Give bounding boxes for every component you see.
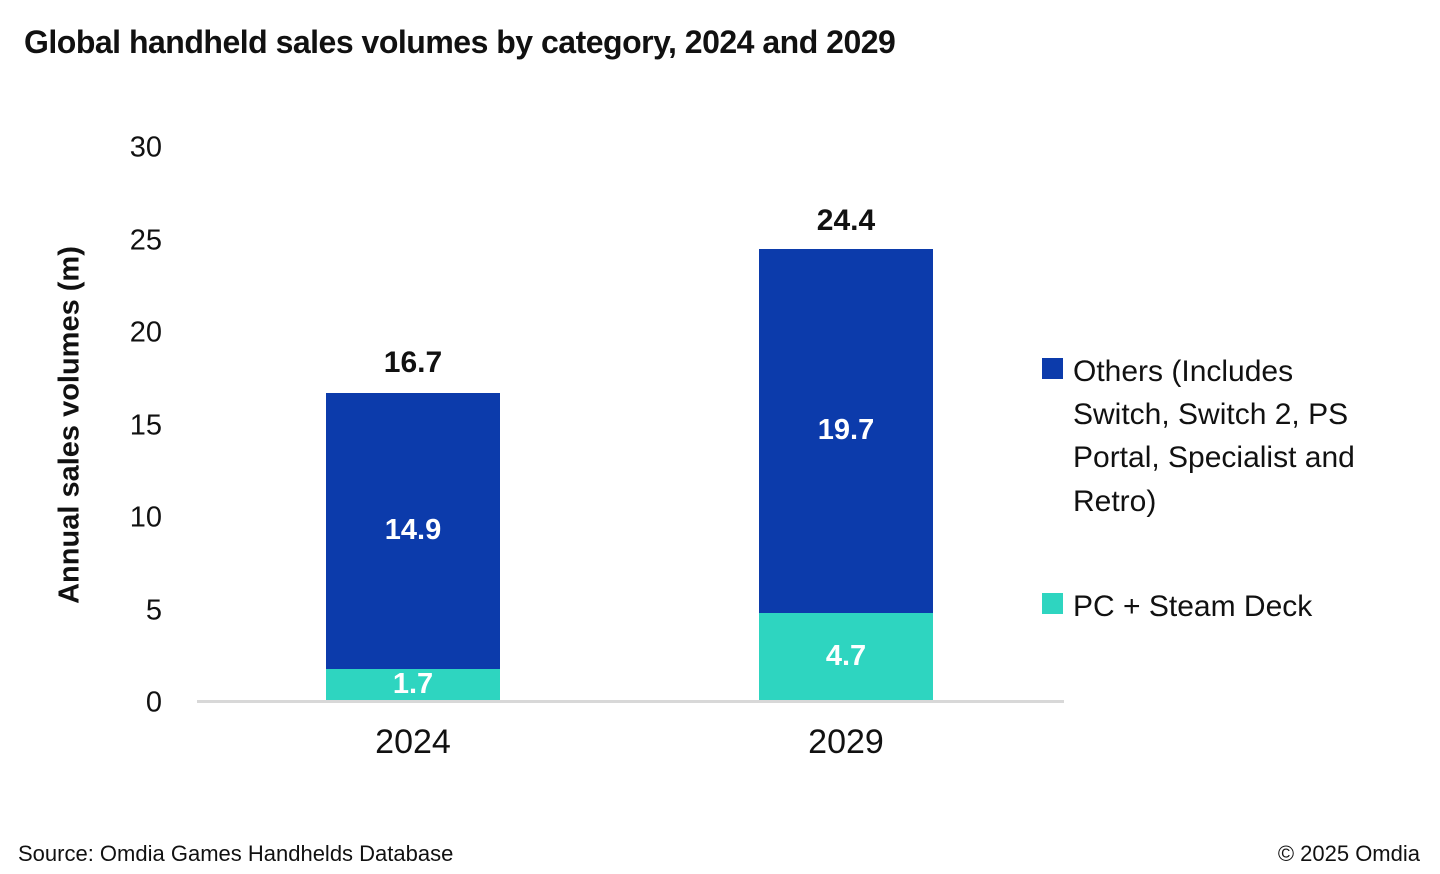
y-axis-tick-label: 15 — [129, 409, 162, 441]
y-axis-title: Annual sales volumes (m) — [53, 246, 86, 604]
y-axis-tick-label: 10 — [129, 501, 162, 534]
y-axis-tick-label: 25 — [129, 224, 162, 256]
plot-area: 1.7 14.9 16.7 2024 4.7 19.7 24.4 2029 — [197, 148, 1064, 759]
chart-title: Global handheld sales volumes by categor… — [24, 24, 896, 60]
bar-segment: 4.7 — [759, 613, 933, 700]
y-axis-tick-label: 5 — [145, 594, 162, 626]
source-text: Source: Omdia Games Handhelds Database — [18, 841, 454, 866]
x-axis-category-label: 2024 — [375, 723, 451, 761]
bar-total-label: 16.7 — [383, 346, 443, 380]
legend-entry-others: Others (Includes Switch, Switch 2, PS Po… — [1042, 350, 1385, 523]
legend-label-pc-steam-deck: PC + Steam Deck — [1073, 590, 1313, 623]
bar-total-label: 24.4 — [816, 203, 876, 237]
bar-segment: 19.7 — [759, 248, 933, 614]
legend-swatch-pc-steam-deck-icon — [1042, 593, 1063, 614]
bar-segment: 1.7 — [326, 667, 500, 700]
bar-value-label: 14.9 — [384, 514, 442, 547]
bar-value-label: 4.7 — [825, 640, 867, 673]
y-axis-tick-label: 20 — [129, 316, 162, 349]
legend-entry-pc-steam-deck: PC + Steam Deck — [1042, 585, 1385, 628]
y-axis-tick-label: 30 — [129, 131, 162, 164]
x-axis-category-label: 2029 — [808, 723, 884, 761]
bar-group-2024: 1.7 14.9 16.7 2024 — [326, 148, 500, 759]
legend-swatch-others-icon — [1042, 358, 1063, 379]
y-axis-tick-labels: 0 5 10 15 20 25 30 — [100, 133, 162, 717]
legend-label-others: Others (Includes Switch, Switch 2, PS Po… — [1073, 355, 1355, 518]
copyright-text: © 2025 Omdia — [1277, 841, 1420, 866]
bar-group-2029: 4.7 19.7 24.4 2029 — [759, 148, 933, 759]
bar-value-label: 19.7 — [817, 414, 875, 447]
bar-value-label: 1.7 — [392, 667, 434, 700]
y-axis-tick-label: 0 — [145, 686, 162, 719]
bar-segment: 14.9 — [326, 392, 500, 669]
